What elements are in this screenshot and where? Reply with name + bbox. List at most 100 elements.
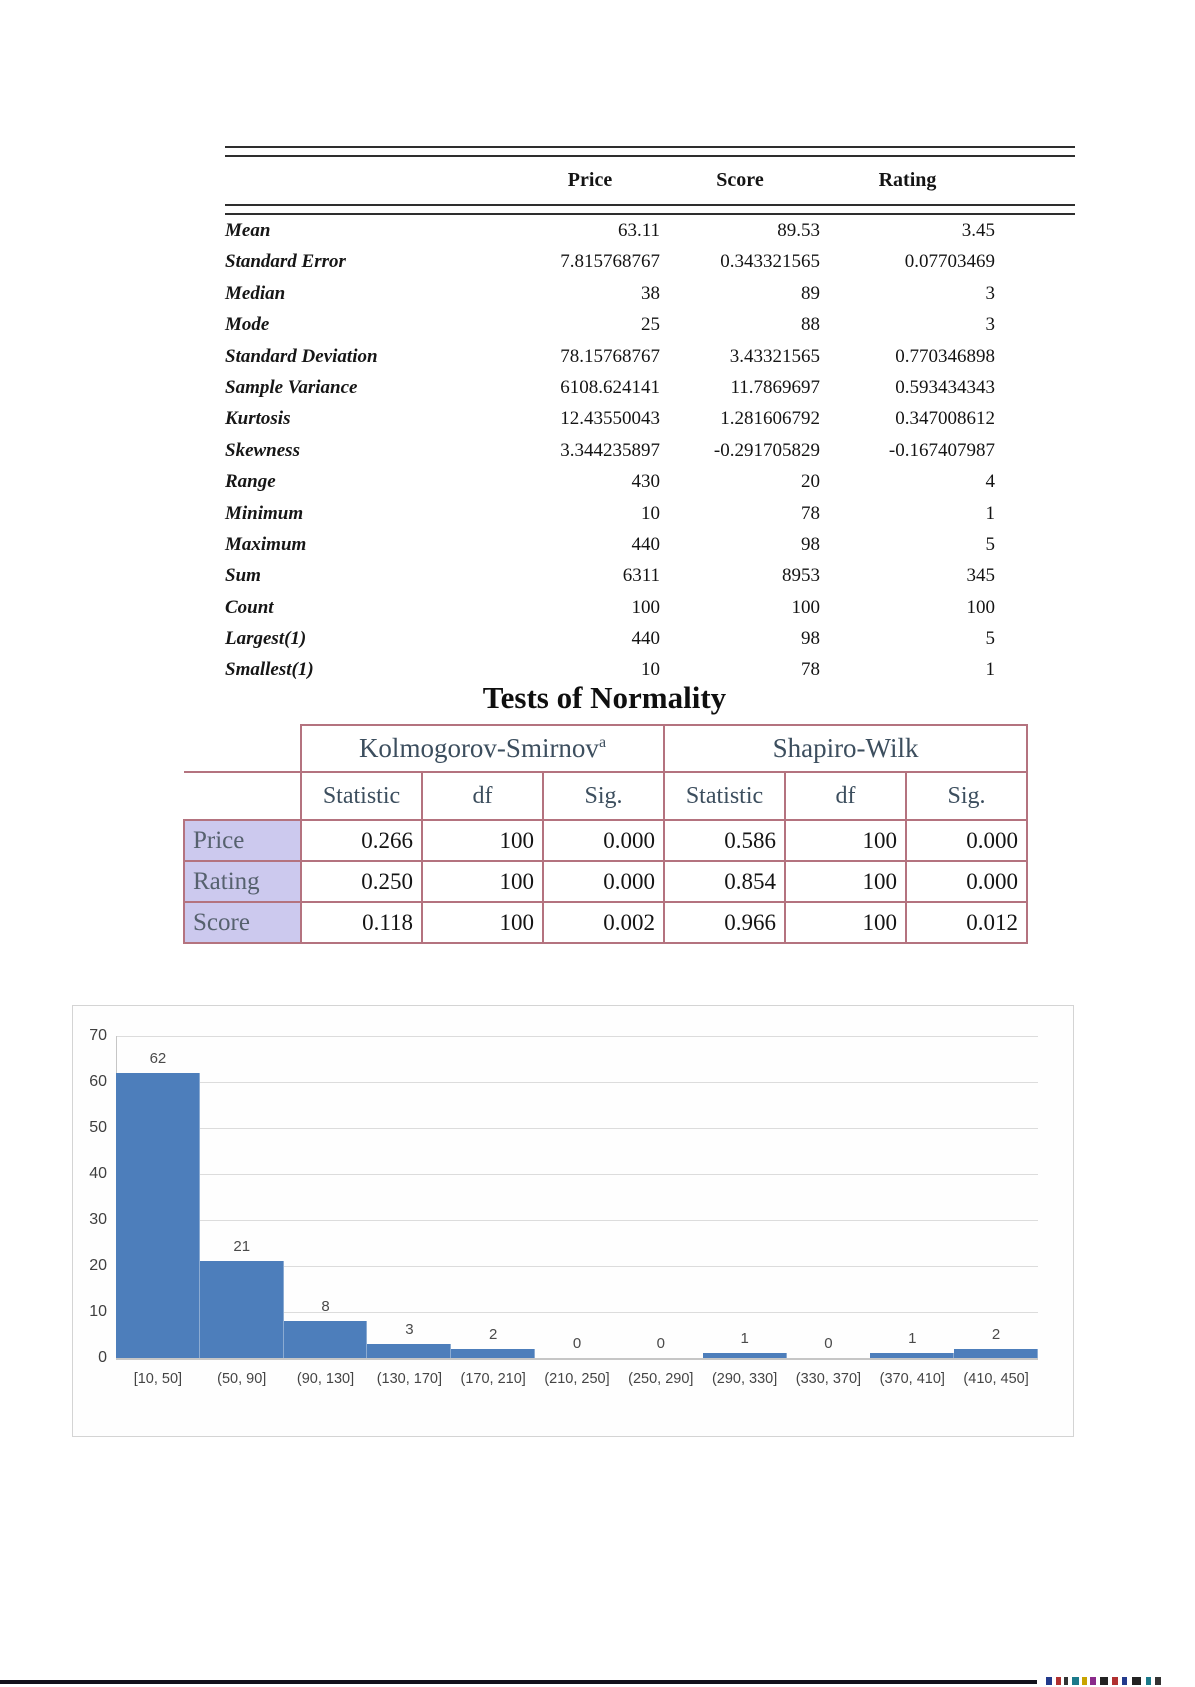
footer-print-fragment (1155, 1677, 1161, 1685)
stat-rating-value: 1 (985, 502, 996, 524)
gridline (116, 1082, 1038, 1083)
stat-row: Median 38 89 3 (225, 278, 1075, 309)
stat-row: Standard Error 7.815768767 0.343321565 0.07… (225, 246, 1075, 277)
x-axis-label: (410, 450] (963, 1371, 1029, 1387)
stat-price-value: 3.344235897 (560, 439, 660, 461)
footer-rule (0, 1680, 1037, 1684)
stat-label: Largest(1) (225, 628, 307, 650)
gridline (116, 1174, 1038, 1175)
descriptive-stats-table: Price Score Rating Mean 63.11 89.53 3.45 Sta… (225, 146, 1075, 686)
bar-value-label: 0 (824, 1335, 833, 1352)
stat-label: Kurtosis (225, 408, 291, 430)
stat-row: Mode 25 88 3 (225, 309, 1075, 340)
normality-value-cell: 0.002 (542, 901, 665, 944)
stat-price-value: 25 (641, 314, 660, 336)
stat-label: Median (225, 282, 286, 304)
stat-row: Smallest(1) 10 78 1 (225, 654, 1075, 685)
gridline (116, 1312, 1038, 1313)
stat-rating-value: 5 (985, 533, 996, 555)
stat-rating-value: 3.45 (961, 220, 995, 241)
subheader-df: df (784, 771, 907, 821)
normality-title: Tests of Normality (482, 680, 727, 715)
stat-price-value: 10 (641, 659, 660, 681)
stat-rating-value: 3 (985, 314, 996, 336)
stat-row: Range 430 20 4 (225, 466, 1075, 497)
bar-value-label: 62 (149, 1050, 167, 1067)
stat-score-value: 8953 (782, 565, 820, 587)
chart-bar (367, 1344, 452, 1358)
bar-value-label: 1 (908, 1330, 917, 1347)
stat-row: Skewness 3.344235897 -0.291705829 -0.167407… (225, 435, 1075, 466)
x-axis-label: (250, 290] (628, 1371, 694, 1387)
footer-print-fragment (1064, 1677, 1068, 1685)
subheader-df: df (421, 771, 544, 821)
chart-bar (199, 1261, 284, 1358)
normality-row: Price 0.266 100 0.000 0.586 100 0.000 (183, 819, 1029, 862)
stat-score-value: 88 (801, 314, 820, 336)
stat-rating-value: -0.167407987 (888, 439, 995, 461)
stat-label: Sample Variance (225, 376, 358, 398)
normality-value-cell: 0.854 (663, 860, 786, 903)
stat-price-value: 10 (641, 502, 660, 524)
y-axis-label: 20 (89, 1257, 107, 1274)
footer-print-fragment (1100, 1677, 1108, 1685)
footer-print-fragment (1146, 1677, 1151, 1685)
gridline (116, 1036, 1038, 1037)
stat-score-value: 20 (801, 471, 820, 493)
normality-corner-cell (184, 772, 302, 821)
stat-price-value: 440 (631, 628, 661, 650)
normality-row: Rating 0.250 100 0.000 0.854 100 0.000 (183, 860, 1029, 903)
normality-value-cell: 0.000 (904, 860, 1029, 903)
table-top-double-rule (225, 146, 1075, 157)
stat-rating-value: 345 (966, 565, 996, 587)
y-axis-label: 30 (89, 1211, 107, 1228)
normality-value-cell: 100 (421, 819, 544, 862)
stat-price-value: 430 (631, 471, 661, 493)
stat-label: Maximum (225, 533, 307, 555)
chart-bar (116, 1073, 200, 1358)
row-spacer (995, 309, 1075, 340)
stat-label: Skewness (225, 439, 300, 461)
x-axis-label: (170, 210] (460, 1371, 526, 1387)
stat-score-value: 1.281606792 (720, 408, 820, 430)
normality-row-label: Rating (183, 860, 302, 903)
row-spacer (995, 246, 1075, 277)
normality-value-cell: 100 (784, 860, 907, 903)
bar-value-label: 8 (321, 1298, 330, 1315)
x-axis-label: (50, 90] (217, 1371, 267, 1387)
stat-rating-value: 0.593434343 (895, 376, 995, 398)
gridline (116, 1266, 1038, 1267)
row-spacer (995, 592, 1075, 623)
bar-value-label: 2 (991, 1326, 1001, 1343)
chart-bar (451, 1349, 536, 1358)
row-spacer (995, 498, 1075, 529)
sw-group-header: Shapiro-Wilk (662, 724, 1029, 773)
ks-footnote-marker: a (598, 734, 607, 751)
stat-label: Range (225, 471, 276, 493)
gridline (116, 1128, 1038, 1129)
row-spacer (995, 215, 1075, 246)
stat-price-value: 6311 (622, 565, 660, 587)
stat-row: Mean 63.11 89.53 3.45 (225, 215, 1075, 246)
stat-rating-value: 4 (985, 471, 996, 493)
normality-corner-cell (184, 725, 302, 773)
stat-rating-value: 0.07703469 (904, 251, 995, 273)
y-axis-label: 10 (89, 1303, 107, 1320)
x-axis-label: [10, 50] (133, 1371, 183, 1387)
bar-value-label: 3 (405, 1321, 414, 1338)
normality-value-cell: 0.118 (300, 901, 423, 944)
stat-row: Minimum 10 78 1 (225, 498, 1075, 529)
stat-score-value: 3.43321565 (729, 345, 820, 367)
stat-label: Minimum (225, 502, 304, 524)
stat-row: Count 100 100 100 (225, 592, 1075, 623)
normality-row-label: Price (183, 819, 302, 862)
normality-value-cell: 100 (784, 819, 907, 862)
histogram-chart: 0 10 20 30 40 50 60 70 62 [10, 50] 21 (50, 90] 8 (90,… (72, 1005, 1074, 1437)
footer-print-fragment (1090, 1677, 1096, 1685)
footer-print-fragment (1046, 1677, 1052, 1685)
stat-price-value: 100 (631, 596, 661, 618)
stat-label: Mean (225, 220, 271, 241)
chart-bar (283, 1321, 368, 1358)
stat-score-value: 11.7869697 (730, 376, 820, 398)
stat-label: Smallest(1) (225, 659, 314, 681)
